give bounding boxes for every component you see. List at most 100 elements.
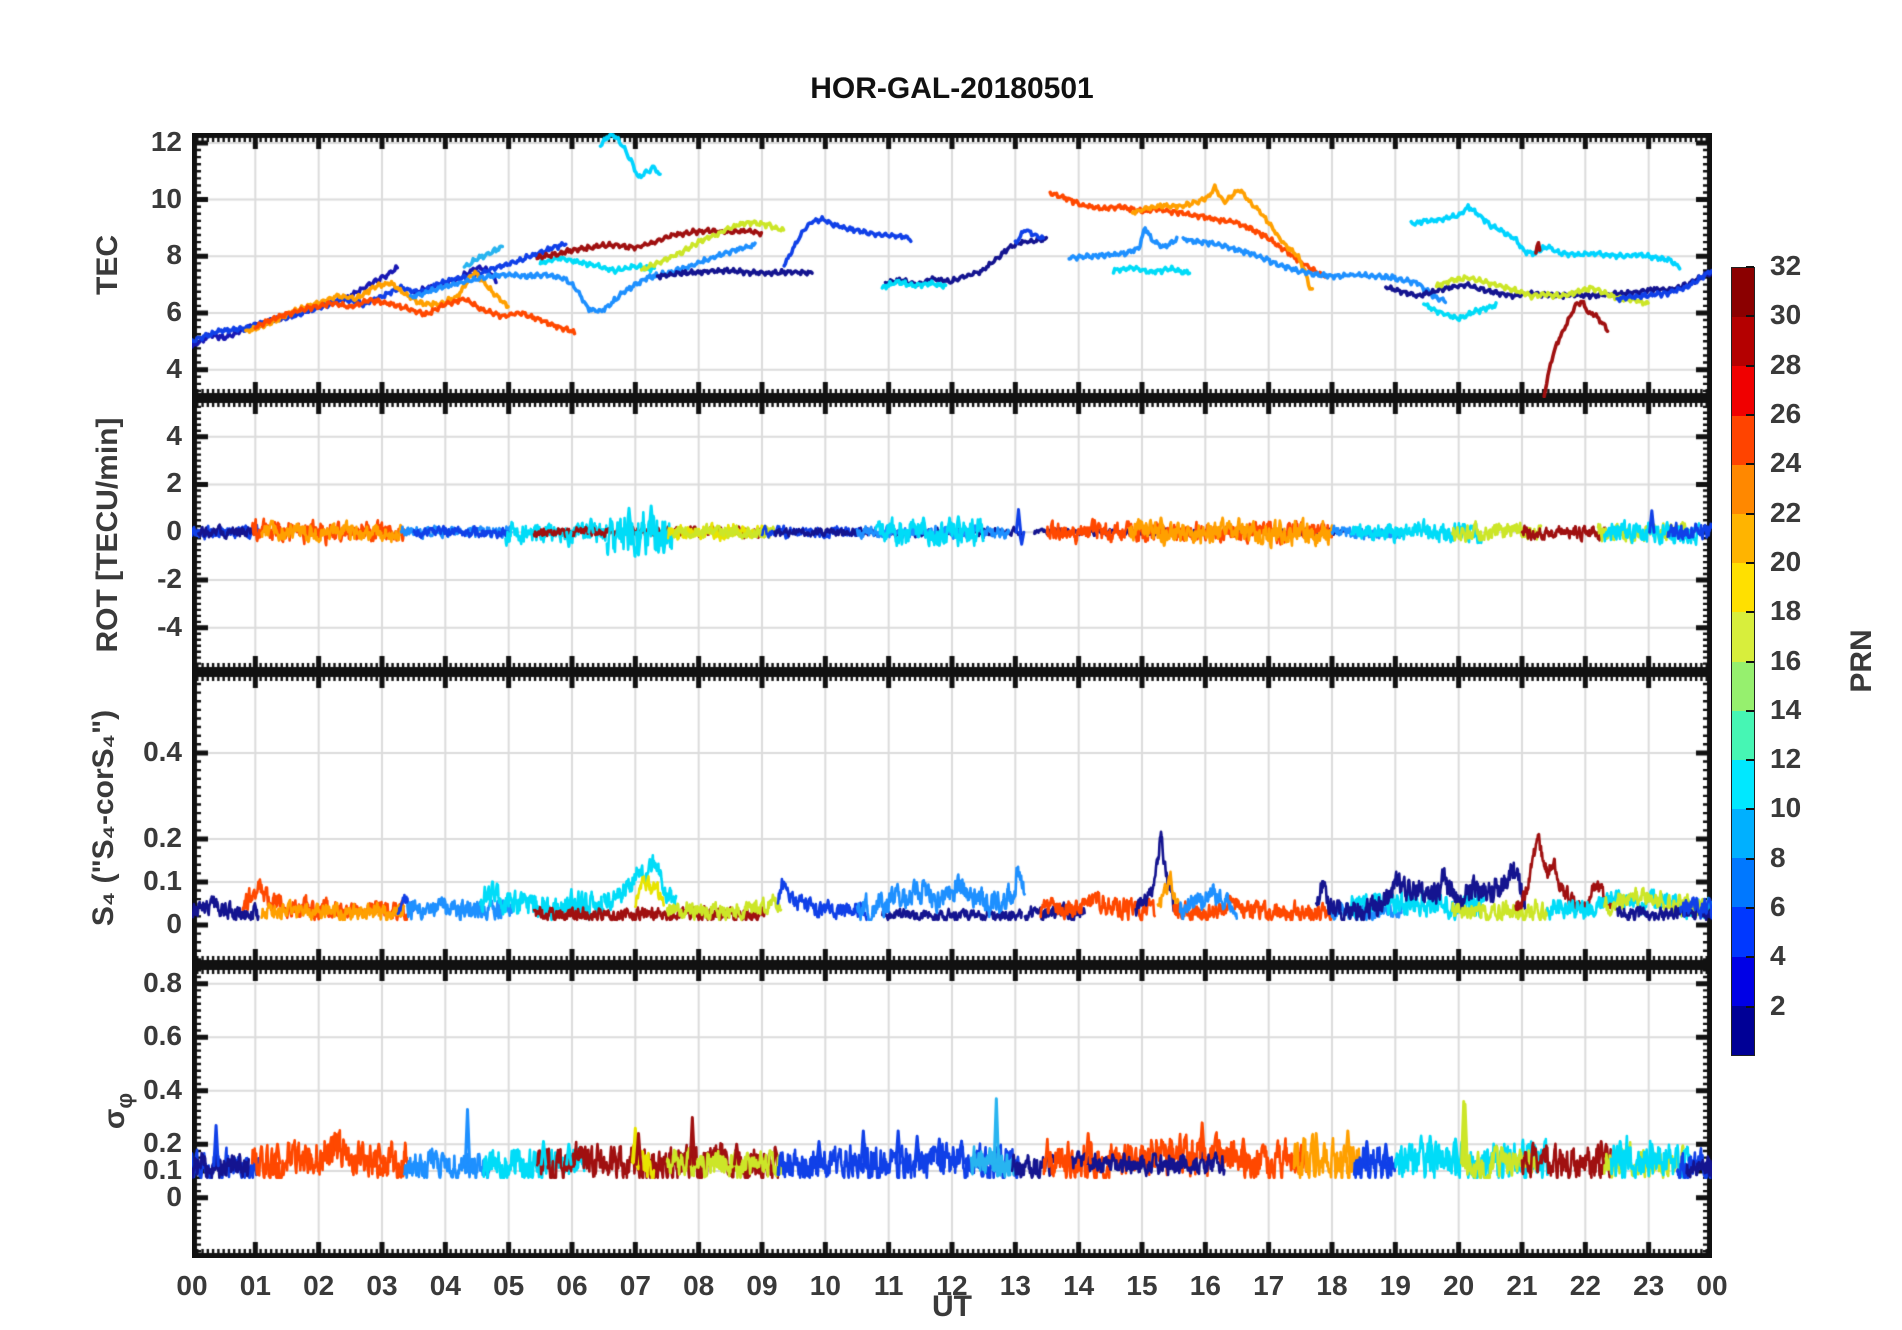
- colorbar-tick-mark: [1746, 660, 1754, 663]
- colorbar-segment: [1732, 563, 1754, 613]
- tec-y-tick-label: 10: [150, 182, 182, 214]
- sigma-panel-canvas: [192, 965, 1712, 1258]
- colorbar-tick-mark: [1746, 463, 1754, 466]
- x-tick-label: 19: [1379, 1270, 1411, 1301]
- colorbar-segment: [1732, 612, 1754, 662]
- colorbar-tick-mark: [1746, 266, 1754, 268]
- x-tick-label: 13: [999, 1270, 1031, 1301]
- colorbar-tick-label: 12: [1770, 743, 1802, 775]
- prn-colorbar: [1731, 267, 1755, 1056]
- colorbar-tick-mark: [1746, 561, 1754, 564]
- colorbar-tick-label: 8: [1770, 841, 1786, 873]
- x-tick-label: 00: [176, 1270, 208, 1301]
- colorbar-segment: [1732, 907, 1754, 957]
- colorbar-tick-mark: [1746, 709, 1754, 712]
- tec-y-tick-label: 8: [166, 239, 182, 271]
- colorbar-segment: [1732, 809, 1754, 859]
- colorbar-tick-label: 16: [1770, 644, 1802, 676]
- sigma-y-tick-label: 0.4: [143, 1073, 182, 1105]
- colorbar-segment: [1732, 710, 1754, 760]
- sigma-y-tick-label: 0.1: [143, 1154, 182, 1186]
- x-tick-label: 17: [1253, 1270, 1285, 1301]
- colorbar-tick-mark: [1746, 315, 1754, 318]
- colorbar-tick-label: 14: [1770, 693, 1802, 725]
- colorbar-tick-label: 10: [1770, 792, 1802, 824]
- sigma-y-tick-label: 0.2: [143, 1127, 182, 1159]
- colorbar-segment: [1732, 268, 1754, 318]
- x-tick-label: 12: [936, 1270, 968, 1301]
- x-tick-label: 14: [1063, 1270, 1095, 1301]
- tec-y-tick-label: 6: [166, 295, 182, 327]
- x-tick-label: 09: [746, 1270, 778, 1301]
- x-tick-label: 07: [619, 1270, 651, 1301]
- s4-y-tick-label: 0: [166, 907, 182, 939]
- tec-panel-canvas: [192, 133, 1712, 398]
- x-tick-label: 06: [556, 1270, 588, 1301]
- colorbar-tick-label: 18: [1770, 595, 1802, 627]
- x-tick-label: 22: [1569, 1270, 1601, 1301]
- x-tick-label: 05: [493, 1270, 525, 1301]
- colorbar-tick-label: 26: [1770, 397, 1802, 429]
- colorbar-tick-mark: [1746, 759, 1754, 762]
- colorbar-segment: [1732, 415, 1754, 465]
- colorbar-tick-label: 2: [1770, 989, 1786, 1021]
- x-tick-label: 10: [809, 1270, 841, 1301]
- colorbar-tick-mark: [1746, 907, 1754, 910]
- colorbar-tick-label: 30: [1770, 299, 1802, 331]
- colorbar-tick-label: 32: [1770, 250, 1802, 281]
- colorbar-tick-label: 4: [1770, 940, 1786, 972]
- rot-y-tick-label: 0: [166, 515, 182, 547]
- x-tick-label: 11: [873, 1270, 904, 1301]
- colorbar-tick-mark: [1746, 364, 1754, 367]
- colorbar-tick-label: 24: [1770, 447, 1802, 479]
- s4-y-tick-label: 0.1: [143, 864, 182, 896]
- colorbar-segment: [1732, 464, 1754, 514]
- colorbar-tick-mark: [1746, 611, 1754, 614]
- colorbar-tick-label: 6: [1770, 891, 1786, 923]
- x-tick-label: 18: [1316, 1270, 1348, 1301]
- x-tick-label: 04: [429, 1270, 461, 1301]
- x-tick-label: 20: [1443, 1270, 1475, 1301]
- rot-y-tick-label: 2: [166, 467, 182, 499]
- colorbar-tick-mark: [1746, 413, 1754, 416]
- x-tick-label: 23: [1633, 1270, 1665, 1301]
- s4-panel-canvas: [192, 672, 1712, 965]
- colorbar-tick-mark: [1746, 808, 1754, 811]
- x-tick-label: 03: [366, 1270, 398, 1301]
- x-tick-label: 15: [1126, 1270, 1158, 1301]
- tec-y-tick-label: 12: [150, 125, 182, 157]
- rot-y-tick-label: -2: [157, 563, 182, 595]
- colorbar-segment: [1732, 858, 1754, 908]
- x-tick-label: 08: [683, 1270, 715, 1301]
- x-axis-label: UT: [932, 1290, 972, 1323]
- colorbar-tick-label: 28: [1770, 348, 1802, 380]
- x-tick-label: 16: [1189, 1270, 1221, 1301]
- sigma-y-tick-label: 0.6: [143, 1020, 182, 1052]
- tec-y-tick-label: 4: [166, 352, 182, 384]
- colorbar-segment: [1732, 661, 1754, 711]
- x-tick-label: 01: [239, 1270, 271, 1301]
- s4-y-tick-label: 0.2: [143, 821, 182, 853]
- colorbar-tick-mark: [1746, 512, 1754, 515]
- x-tick-label: 02: [303, 1270, 335, 1301]
- colorbar-label: PRN: [1845, 629, 1878, 693]
- colorbar-tick-mark: [1746, 1005, 1754, 1008]
- colorbar-segment: [1732, 956, 1754, 1006]
- sigma-y-tick-label: 0: [166, 1180, 182, 1212]
- rot-y-tick-label: 4: [166, 419, 182, 451]
- chart-title: HOR-GAL-20180501: [810, 72, 1094, 105]
- colorbar-tick-mark: [1746, 857, 1754, 860]
- sigma-y-tick-label: 0.8: [143, 966, 182, 998]
- s4-y-tick-label: 0.4: [143, 735, 182, 767]
- rot-panel-canvas: [192, 398, 1712, 672]
- x-tick-label: 00: [1696, 1270, 1728, 1301]
- colorbar-segment: [1732, 317, 1754, 367]
- rot-y-tick-label: -4: [157, 610, 182, 642]
- colorbar-segment: [1732, 513, 1754, 564]
- colorbar-segment: [1732, 759, 1754, 810]
- colorbar-tick-mark: [1746, 956, 1754, 959]
- x-tick-label: 21: [1506, 1270, 1538, 1301]
- colorbar-segment: [1732, 366, 1754, 416]
- colorbar-segment: [1732, 1005, 1754, 1055]
